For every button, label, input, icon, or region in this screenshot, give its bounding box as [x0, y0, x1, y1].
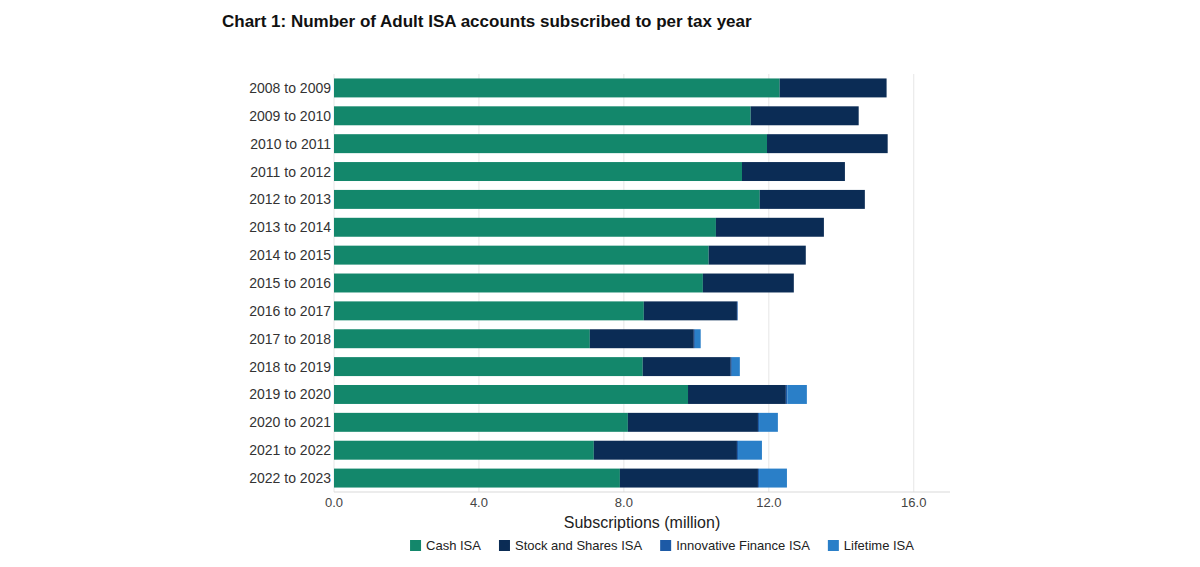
tick-label: 0.0	[325, 495, 343, 510]
bar-segment	[780, 78, 887, 97]
grid-line	[913, 74, 914, 492]
bar-segment	[786, 385, 787, 404]
chart: Chart 1: Number of Adult ISA accounts su…	[0, 0, 1200, 567]
bar-segment	[787, 385, 807, 404]
category-label: 2008 to 2009	[249, 80, 331, 96]
bar-segment	[688, 385, 786, 404]
bar-segment	[760, 190, 865, 209]
bar-segment	[620, 469, 758, 488]
bar-segment	[742, 162, 845, 181]
bar-segment	[643, 357, 731, 376]
bar-segment	[736, 301, 738, 320]
bar-segment	[334, 329, 590, 348]
legend-swatch	[660, 540, 671, 551]
bar-segment	[758, 413, 759, 432]
tick-label: 16.0	[901, 495, 926, 510]
legend-label: Lifetime ISA	[844, 538, 914, 553]
bar-segment	[703, 274, 794, 293]
bar-segment	[716, 218, 824, 237]
bar-segment	[334, 469, 620, 488]
bar-segment	[334, 441, 594, 460]
category-label: 2020 to 2021	[249, 414, 331, 430]
bar-segment	[594, 441, 737, 460]
category-label: 2018 to 2019	[249, 359, 331, 375]
category-label: 2012 to 2013	[249, 191, 331, 207]
category-label: 2011 to 2012	[250, 164, 331, 180]
bar-segment	[758, 469, 759, 488]
category-label: 2014 to 2015	[249, 247, 331, 263]
legend-label: Stock and Shares ISA	[515, 538, 643, 553]
bar-segment	[644, 301, 737, 320]
bar-segment	[694, 329, 695, 348]
legend-swatch	[828, 540, 839, 551]
category-label: 2017 to 2018	[249, 331, 331, 347]
title: Chart 1: Number of Adult ISA accounts su…	[222, 12, 752, 31]
bar-segment	[334, 78, 780, 97]
bar-segment	[334, 413, 628, 432]
bar-segment	[695, 329, 701, 348]
bar-segment	[334, 301, 644, 320]
bar-segment	[334, 106, 751, 125]
axis-title: Subscriptions (million)	[564, 514, 721, 531]
legend-label: Innovative Finance ISA	[676, 538, 810, 553]
bar-segment	[334, 274, 703, 293]
bar-segment	[334, 246, 709, 265]
tick-label: 8.0	[615, 495, 633, 510]
bar-segment	[709, 246, 806, 265]
category-label: 2013 to 2014	[249, 219, 331, 235]
legend: Cash ISA Stock and Shares ISA Innovative F…	[410, 538, 914, 553]
bar-segment	[334, 190, 760, 209]
bar-segment	[767, 134, 888, 153]
category-label: 2022 to 2023	[249, 470, 331, 486]
bar-segment	[731, 357, 732, 376]
bar-segment	[738, 441, 762, 460]
x-axis-line	[334, 492, 950, 493]
bar-segment	[334, 385, 688, 404]
bar-segment	[759, 469, 787, 488]
category-label: 2009 to 2010	[249, 108, 331, 124]
category-label: 2019 to 2020	[249, 386, 331, 402]
tick-label: 4.0	[470, 495, 488, 510]
bar-segment	[334, 357, 643, 376]
category-label: 2016 to 2017	[249, 303, 331, 319]
bar-segment	[590, 329, 694, 348]
bar-segment	[628, 413, 758, 432]
bar-segment	[732, 357, 740, 376]
bar-segment	[751, 106, 859, 125]
category-label: 2015 to 2016	[249, 275, 331, 291]
category-label: 2010 to 2011	[250, 136, 331, 152]
legend-swatch	[499, 540, 510, 551]
legend-swatch	[410, 540, 421, 551]
legend-label: Cash ISA	[426, 538, 481, 553]
category-label: 2021 to 2022	[249, 442, 331, 458]
bar-segment	[759, 413, 778, 432]
bar-segment	[334, 134, 767, 153]
tick-label: 12.0	[756, 495, 781, 510]
bar-segment	[334, 218, 716, 237]
bar-segment	[334, 162, 742, 181]
bar-segment	[737, 441, 738, 460]
